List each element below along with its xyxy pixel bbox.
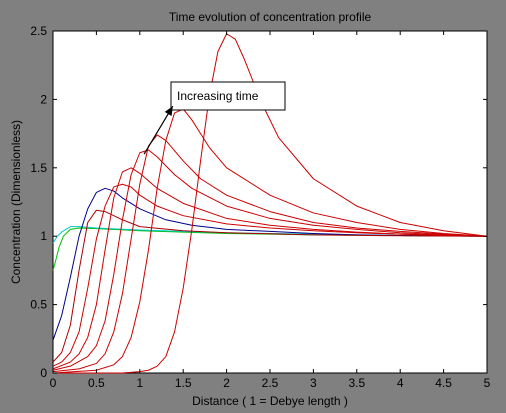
ticks-layer: 0 0.5 1 1.5 2 2.5 3 3.5 4 4.5 5 0 0.5 1 1.5 2 2.5 bbox=[30, 24, 490, 390]
x-tick-label: 3.5 bbox=[348, 376, 365, 390]
chart-title: Time evolution of concentration profile bbox=[169, 10, 372, 24]
annotation-box bbox=[170, 81, 286, 111]
y-tick-label: 0.5 bbox=[30, 298, 47, 312]
x-tick-label: 1 bbox=[136, 376, 143, 390]
x-tick-label: 1.5 bbox=[175, 376, 192, 390]
y-tick-label: 0 bbox=[40, 366, 47, 380]
y-axis-label: Concentration (Dimensionless) bbox=[9, 120, 23, 284]
annotation-arrow bbox=[143, 105, 174, 155]
x-tick-label: 2 bbox=[223, 376, 230, 390]
series-line-9 bbox=[52, 108, 488, 374]
series-layer bbox=[52, 33, 488, 374]
y-tick-label: 1 bbox=[40, 229, 47, 243]
series-line-6 bbox=[52, 167, 488, 370]
annotation-arrowhead bbox=[164, 106, 173, 117]
x-tick-label: 4 bbox=[397, 376, 404, 390]
x-tick-label: 4.5 bbox=[435, 376, 452, 390]
series-line-5 bbox=[52, 183, 488, 367]
y-tick-label: 1.5 bbox=[30, 161, 47, 175]
x-axis-label: Distance ( 1 = Debye length ) bbox=[192, 394, 348, 408]
x-tick-label: 0.5 bbox=[88, 376, 105, 390]
series-line-10 bbox=[53, 33, 488, 374]
annotation-layer: Increasing time bbox=[143, 81, 286, 155]
series-line-7 bbox=[52, 149, 488, 371]
x-tick-label: 0 bbox=[50, 376, 57, 390]
series-line-4 bbox=[52, 209, 488, 363]
y-tick-label: 2.5 bbox=[30, 24, 47, 38]
x-tick-label: 3 bbox=[310, 376, 317, 390]
y-tick-label: 2 bbox=[40, 92, 47, 106]
annotation-text: Increasing time bbox=[177, 89, 259, 103]
x-tick-label: 5 bbox=[484, 376, 491, 390]
series-line-8 bbox=[52, 134, 488, 373]
x-tick-label: 2.5 bbox=[262, 376, 279, 390]
